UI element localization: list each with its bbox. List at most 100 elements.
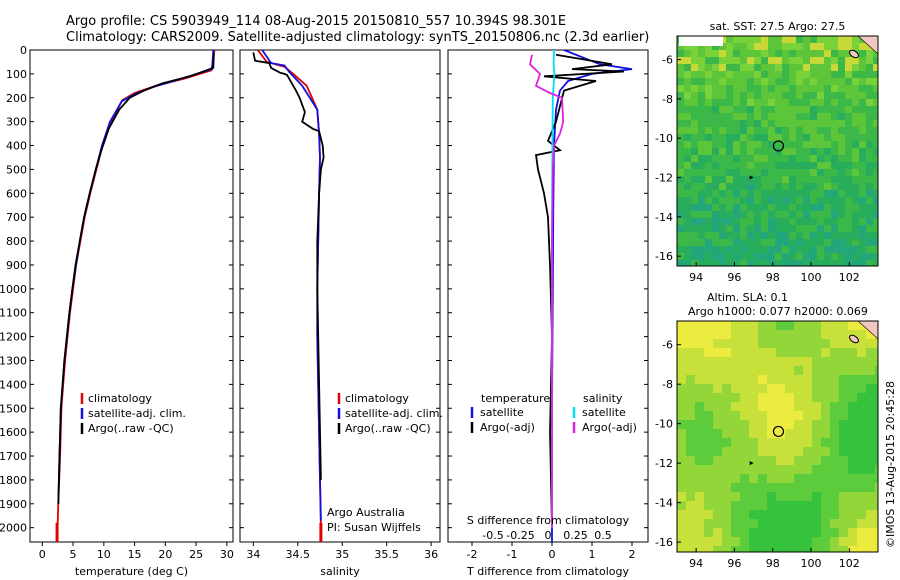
sst_map-cell bbox=[873, 127, 878, 134]
sst_map-cell bbox=[754, 71, 761, 78]
sla_map-cell bbox=[722, 483, 731, 492]
sla_map-cell bbox=[713, 411, 722, 420]
sla_map-cell bbox=[731, 438, 740, 447]
sst_map-cell bbox=[831, 204, 838, 211]
sla_map-cell bbox=[776, 375, 785, 384]
sla_map-cell bbox=[866, 366, 875, 375]
temperature-series-line bbox=[57, 49, 215, 504]
sla_map-cell bbox=[767, 339, 776, 348]
sst_map-cell bbox=[705, 106, 712, 113]
sla_map-cell bbox=[803, 492, 812, 501]
sst_map-cell bbox=[775, 176, 782, 183]
sst_map-cell bbox=[712, 239, 719, 246]
sst_map-cell bbox=[789, 155, 796, 162]
sst_map-cell bbox=[789, 162, 796, 169]
sst_map-cell bbox=[866, 204, 873, 211]
sst_map-cell bbox=[712, 43, 719, 50]
sst_map-cell bbox=[726, 99, 733, 106]
sst_map-cell bbox=[859, 57, 866, 64]
sla_map-cell bbox=[713, 519, 722, 528]
temperature-ytick-label: 300 bbox=[6, 116, 27, 129]
sst_map-cell bbox=[810, 92, 817, 99]
sla_map-cell bbox=[695, 330, 704, 339]
sla_map-xtick-label: 96 bbox=[727, 557, 741, 570]
sla_map-cell bbox=[758, 537, 767, 546]
sla_map-cell bbox=[722, 519, 731, 528]
temperature-ytick-label: 700 bbox=[6, 211, 27, 224]
sst_map-cell bbox=[754, 134, 761, 141]
sst_map-cell bbox=[733, 246, 740, 253]
sst_map-cell bbox=[761, 92, 768, 99]
sla_map-cell bbox=[821, 501, 830, 510]
sst_map-cell bbox=[866, 99, 873, 106]
sst_map-cell bbox=[796, 169, 803, 176]
sla_map-cell bbox=[776, 321, 785, 330]
sst_map-cell bbox=[698, 246, 705, 253]
sst_map-cell bbox=[838, 57, 845, 64]
sst_map-cell bbox=[845, 246, 852, 253]
sst_map-cell bbox=[761, 162, 768, 169]
sla_map-cell bbox=[695, 546, 704, 552]
sst_map-cell bbox=[817, 43, 824, 50]
sst_map-cell bbox=[845, 92, 852, 99]
sst_map-cell bbox=[705, 71, 712, 78]
sst_map-cell bbox=[789, 113, 796, 120]
sla_map-cell bbox=[812, 474, 821, 483]
sst_map-ytick-label: -8 bbox=[662, 93, 673, 106]
sst_map-cell bbox=[796, 260, 803, 266]
sst_map-cell bbox=[803, 50, 810, 57]
sst_map-cell bbox=[719, 134, 726, 141]
sla_map-cell bbox=[677, 465, 686, 474]
sst_map-cell bbox=[852, 211, 859, 218]
sst_map-cell bbox=[796, 197, 803, 204]
sst_map-cell bbox=[866, 50, 873, 57]
sla_map-cell bbox=[812, 330, 821, 339]
sst_map-cell bbox=[810, 225, 817, 232]
sst_map-cell bbox=[852, 197, 859, 204]
sla_map-cell bbox=[839, 492, 848, 501]
sst_map-cell bbox=[831, 232, 838, 239]
sla_map-cell bbox=[776, 456, 785, 465]
sst_map-cell bbox=[719, 78, 726, 85]
sst_map-cell bbox=[726, 218, 733, 225]
sst_map-cell bbox=[719, 211, 726, 218]
sst_map-cell bbox=[838, 71, 845, 78]
sla_map-cell bbox=[713, 348, 722, 357]
sla_map-cell bbox=[749, 420, 758, 429]
sla_map-cell bbox=[830, 339, 839, 348]
sla_map-cell bbox=[830, 501, 839, 510]
sst_map-cell bbox=[775, 134, 782, 141]
sla_map-cell bbox=[677, 384, 686, 393]
sla_map-cell bbox=[740, 357, 749, 366]
sla_map-cell bbox=[830, 546, 839, 552]
sla_map-cell bbox=[686, 375, 695, 384]
sst_map-cell bbox=[866, 120, 873, 127]
sst_map-cell bbox=[768, 232, 775, 239]
sla_map-cell bbox=[767, 366, 776, 375]
sst_map-cell bbox=[775, 36, 782, 43]
sst_map-cell bbox=[789, 106, 796, 113]
sla_map-cell bbox=[794, 483, 803, 492]
sla_map-cell bbox=[722, 447, 731, 456]
sst_map-cell bbox=[747, 78, 754, 85]
sla_map-cell bbox=[704, 447, 713, 456]
sst_map-cell bbox=[852, 162, 859, 169]
sla_map-cell bbox=[875, 519, 878, 528]
sla_map-cell bbox=[785, 393, 794, 402]
sla_map-cell bbox=[776, 330, 785, 339]
sst_map-cell bbox=[824, 141, 831, 148]
sst_map-cell bbox=[719, 57, 726, 64]
sst_map-cell bbox=[782, 113, 789, 120]
sst_map-cell bbox=[705, 225, 712, 232]
sst_map-cell bbox=[831, 148, 838, 155]
sla_map-ytick-label: -10 bbox=[655, 418, 673, 431]
sla_map-cell bbox=[749, 510, 758, 519]
sla_map-cell bbox=[875, 384, 878, 393]
sst_map-cell bbox=[859, 204, 866, 211]
sla_map-cell bbox=[803, 510, 812, 519]
sla_map-cell bbox=[839, 429, 848, 438]
sla_map-cell bbox=[812, 483, 821, 492]
sla_map-cell bbox=[713, 537, 722, 546]
sst_map-cell bbox=[810, 246, 817, 253]
sst_map-cell bbox=[782, 246, 789, 253]
